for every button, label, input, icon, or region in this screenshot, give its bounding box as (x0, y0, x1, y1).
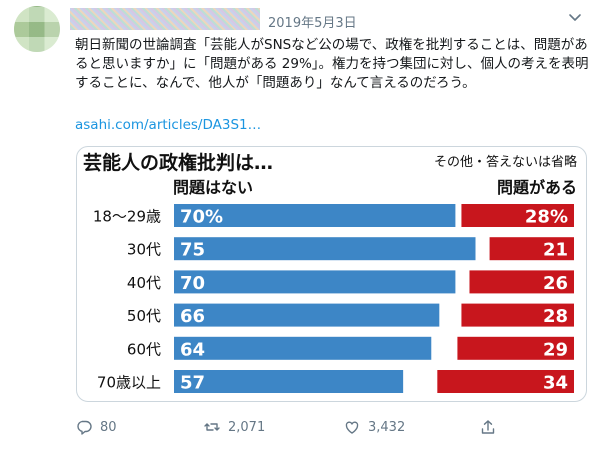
bar-no-problem (174, 237, 476, 261)
reply-count: 80 (100, 419, 117, 435)
bar-label-no-problem: 70% (180, 207, 223, 228)
tweet-actions: 80 2,071 3,432 (76, 417, 596, 437)
bar-no-problem (174, 303, 440, 327)
share-button[interactable] (480, 417, 496, 437)
like-count: 3,432 (368, 419, 406, 435)
bar-no-problem (174, 370, 404, 393)
category-label: 18〜29歳 (93, 208, 161, 226)
reply-icon (77, 420, 92, 435)
bar-label-no-problem: 57 (180, 373, 205, 394)
tweet-date[interactable]: 2019年5月3日 (268, 16, 357, 31)
bar-problem (461, 204, 574, 227)
chart-card[interactable]: 芸能人の政権批判は… その他・答えないは省略問題はない 問題がある 18〜29歳 70%… (76, 146, 587, 402)
chevron-down-icon[interactable] (568, 10, 582, 24)
bar-problem (457, 336, 574, 360)
bar-label-no-problem: 66 (180, 306, 205, 327)
bar-problem (469, 270, 574, 294)
share-icon (481, 420, 495, 434)
bar-no-problem (174, 270, 456, 294)
bar-problem (437, 370, 574, 393)
bar-problem (489, 237, 574, 261)
chart-title: 芸能人の政権批判は… (83, 151, 273, 174)
category-label: 30代 (127, 241, 161, 259)
retweet-count: 2,071 (228, 419, 266, 435)
bar-problem (461, 303, 574, 327)
bar-label-no-problem: 64 (180, 339, 205, 360)
bar-no-problem (174, 204, 456, 227)
legend-label-problem: 問題がある (497, 178, 577, 197)
bar-label-problem: 28 (543, 306, 568, 327)
category-label: 50代 (127, 307, 161, 325)
article-link[interactable]: asahi.com/articles/DA3S1… (75, 117, 262, 133)
category-label: 40代 (127, 274, 161, 292)
bar-label-no-problem: 75 (180, 240, 205, 261)
tweet-body: 朝日新聞の世論調査「芸能人がSNSなど公の場で、政権を批判することは、問題がある… (75, 37, 589, 91)
bar-label-problem: 21 (543, 240, 568, 261)
bar-no-problem (174, 336, 432, 360)
chart-note: その他・答えないは省略 (434, 154, 577, 170)
like-button[interactable]: 3,432 (344, 417, 405, 437)
category-label: 60代 (127, 340, 161, 358)
user-name-redacted[interactable] (70, 8, 260, 30)
bar-label-problem: 29 (543, 339, 568, 360)
bar-label-problem: 28% (525, 207, 568, 228)
avatar[interactable] (14, 6, 60, 52)
tweet-text: 朝日新聞の世論調査「芸能人がSNSなど公の場で、政権を批判することは、問題がある… (75, 36, 590, 93)
reply-button[interactable]: 80 (76, 417, 117, 437)
bar-label-no-problem: 70 (180, 273, 205, 294)
bar-label-problem: 26 (543, 273, 568, 294)
retweet-icon (204, 423, 220, 431)
bar-label-problem: 34 (543, 373, 568, 394)
legend-label-no-problem: 問題はない (173, 178, 253, 197)
like-icon (345, 421, 359, 434)
category-label: 70歳以上 (97, 374, 161, 392)
retweet-button[interactable]: 2,071 (204, 417, 265, 437)
